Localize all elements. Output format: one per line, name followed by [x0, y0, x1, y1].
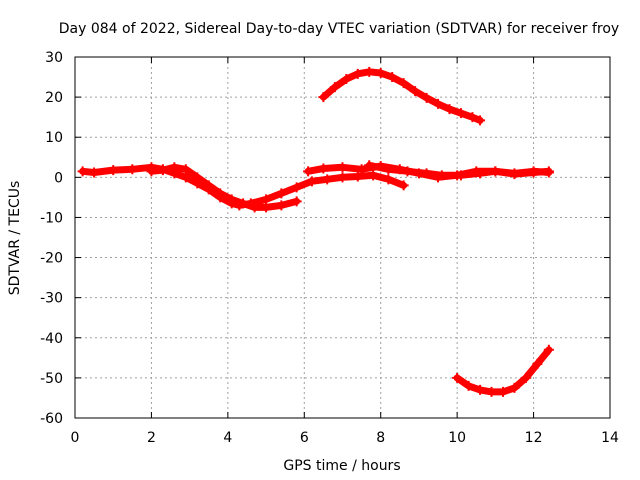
data-point [291, 196, 302, 207]
data-point [486, 386, 497, 397]
data-point [528, 166, 539, 177]
data-point [475, 115, 486, 126]
data-point [352, 68, 363, 79]
data-point [356, 164, 367, 175]
data-point [383, 174, 394, 185]
data-point [520, 372, 531, 383]
y-tick-label: 20 [45, 90, 63, 106]
data-point [364, 160, 375, 171]
y-tick-label: -60 [40, 411, 63, 427]
data-point [444, 104, 455, 115]
x-tick-label: 10 [448, 430, 466, 446]
data-point [543, 344, 554, 355]
data-point [387, 72, 398, 83]
data-point [337, 162, 348, 173]
data-point [410, 86, 421, 97]
x-tick-label: 8 [376, 430, 385, 446]
y-tick-label: -20 [40, 251, 63, 267]
data-point [276, 200, 287, 211]
data-point [180, 164, 191, 175]
y-tick-label: -50 [40, 371, 63, 387]
data-point [402, 166, 413, 177]
data-point [364, 66, 375, 77]
tick-layer [74, 56, 611, 419]
data-point [421, 92, 432, 103]
data-point [455, 108, 466, 119]
data-point [276, 188, 287, 199]
data-point [341, 74, 352, 85]
data-point [291, 182, 302, 193]
data-point [108, 165, 119, 176]
data-point [436, 170, 447, 181]
y-tick-label: -10 [40, 210, 63, 226]
series-arc-4 [364, 160, 554, 181]
data-point [215, 188, 226, 199]
data-point [169, 162, 180, 173]
data-point [261, 202, 272, 213]
data-point [498, 386, 508, 397]
chart-title: Day 084 of 2022, Sidereal Day-to-day VTE… [59, 21, 619, 37]
x-tick-label: 0 [71, 430, 80, 446]
data-point [383, 164, 394, 175]
data-point [306, 176, 317, 187]
data-point [89, 167, 100, 178]
series-arc-6 [452, 344, 554, 397]
y-tick-label: -30 [40, 291, 63, 307]
grid-layer [75, 57, 610, 418]
series-line [365, 161, 553, 179]
x-axis-label: GPS time / hours [283, 458, 400, 474]
data-point [203, 180, 214, 191]
y-tick-label: 10 [45, 130, 63, 146]
data-point [249, 202, 260, 213]
y-tick-label: 30 [45, 50, 63, 66]
data-point [322, 174, 333, 185]
tick-label-layer: 0 2 4 6 8 10 12 14 -60 -50 -40 -30 -20 -10 0 10 20 30 [40, 50, 619, 446]
data-point [490, 166, 501, 177]
x-tick-label: 14 [601, 430, 619, 446]
data-point [463, 380, 474, 391]
y-tick-label: -40 [40, 331, 63, 347]
x-tick-label: 6 [300, 430, 309, 446]
data-point [318, 163, 329, 174]
data-point [398, 180, 409, 191]
data-point [543, 167, 554, 178]
data-point [127, 164, 138, 175]
x-tick-label: 12 [525, 430, 543, 446]
data-point [226, 194, 237, 205]
data-point [475, 168, 486, 179]
x-tick-label: 4 [223, 430, 232, 446]
data-point [352, 171, 363, 182]
data-point [368, 170, 379, 181]
data-point [238, 198, 249, 209]
data-point [192, 172, 203, 183]
data-point [455, 170, 466, 181]
data-point [157, 165, 168, 176]
series-arc-2 [146, 162, 302, 213]
series-arc-5 [318, 66, 486, 126]
data-point [452, 372, 463, 383]
data-point [433, 98, 444, 109]
series-layer [77, 66, 554, 397]
y-tick-label: 0 [54, 170, 63, 186]
x-tick-label: 2 [147, 430, 156, 446]
data-point [329, 82, 340, 93]
data-point [475, 384, 486, 395]
data-point [532, 358, 543, 369]
data-point [375, 68, 386, 79]
data-point [509, 382, 520, 393]
data-point [467, 112, 478, 123]
data-point [509, 168, 520, 179]
data-point [318, 92, 329, 103]
y-axis-label: SDTVAR / TECUs [7, 181, 23, 296]
data-point [146, 166, 157, 177]
data-point [421, 168, 432, 179]
data-point [77, 166, 88, 177]
data-point [398, 78, 409, 89]
data-point [303, 166, 314, 177]
data-point [337, 172, 348, 183]
plot-frame [74, 56, 611, 419]
